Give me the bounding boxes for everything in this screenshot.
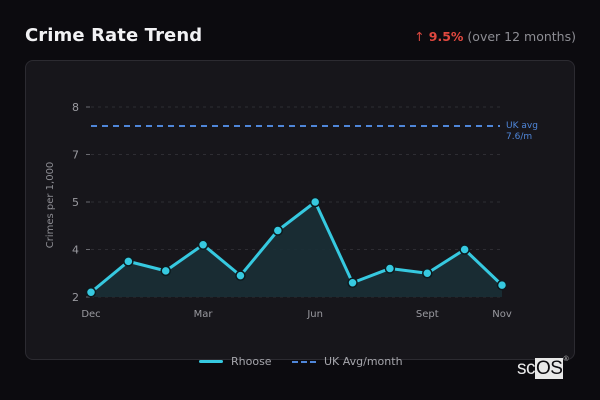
data-point-jan[interactable] — [123, 256, 134, 267]
solid-line-swatch-icon — [199, 360, 223, 363]
chart-card — [25, 60, 575, 360]
uk-average-annotation-value: 7.6/m — [506, 132, 532, 142]
chart-title: Crime Rate Trend — [25, 25, 203, 46]
legend-item-uk-avg[interactable]: UK Avg/month — [292, 355, 403, 368]
arrow-up-icon: ↑ — [414, 29, 425, 44]
y-tick-label: 5 — [72, 196, 79, 209]
data-point-sept[interactable] — [422, 268, 433, 279]
data-point-apr[interactable] — [235, 270, 246, 281]
data-point-aug[interactable] — [384, 263, 396, 274]
data-point-jul[interactable] — [347, 277, 358, 288]
x-tick-label: Nov — [492, 309, 512, 320]
trend-delta: ↑ 9.5% (over 12 months) — [414, 29, 576, 44]
x-tick-label: Dec — [81, 309, 100, 320]
legend-label: Rhoose — [231, 355, 272, 368]
dashed-line-swatch-icon — [292, 360, 316, 363]
x-tick-label: Sept — [416, 309, 439, 320]
data-point-dec[interactable] — [85, 287, 97, 298]
data-point-feb[interactable] — [160, 265, 171, 277]
y-tick-label: 8 — [72, 101, 79, 114]
data-point-oct[interactable] — [459, 244, 470, 255]
series-area — [91, 202, 502, 297]
series-line-rhoose — [90, 200, 504, 294]
data-point-jun[interactable] — [309, 196, 321, 208]
y-tick-label: 7 — [72, 149, 79, 162]
y-tick-label: 4 — [72, 244, 79, 257]
x-axis: Dec Mar Jun Sept Nov — [81, 309, 512, 320]
legend: Rhoose UK Avg/month — [0, 355, 600, 369]
legend-item-rhoose[interactable]: Rhoose — [199, 355, 272, 368]
y-axis: 2 4 5 7 8 — [72, 101, 90, 304]
scos-logo: scOS® — [517, 356, 569, 379]
x-tick-label: Jun — [306, 309, 323, 320]
uk-average-annotation: UK avg — [506, 121, 538, 131]
x-tick-label: Mar — [194, 309, 214, 320]
delta-note: (over 12 months) — [467, 29, 576, 44]
delta-value: 9.5% — [428, 29, 464, 44]
data-point-mar[interactable] — [197, 239, 209, 250]
data-point-nov[interactable] — [496, 279, 508, 291]
data-points — [85, 196, 508, 298]
y-tick-label: 2 — [72, 291, 79, 304]
data-point-may[interactable] — [272, 225, 284, 236]
legend-label: UK Avg/month — [324, 355, 403, 368]
y-axis-label: Crimes per 1,000 — [45, 162, 56, 249]
